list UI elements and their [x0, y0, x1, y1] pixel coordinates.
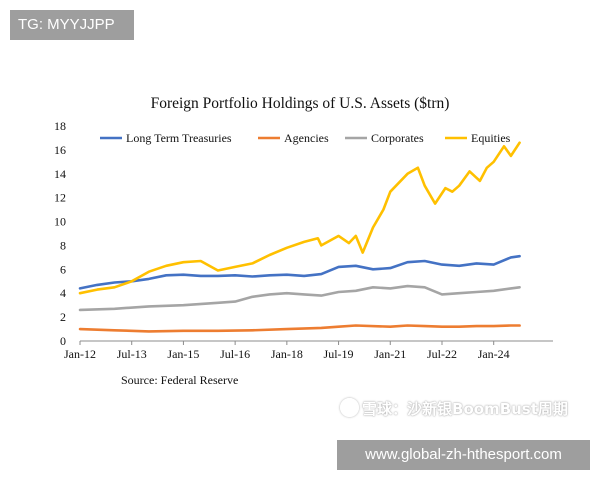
- series-line-long-term-treasuries: [78, 254, 521, 290]
- footer-url: www.global-zh-hthesport.com: [337, 440, 590, 470]
- snowball-logo-icon: [340, 398, 359, 417]
- x-tick-label: Jul-16: [220, 347, 250, 361]
- x-tick-label: Jan-21: [374, 347, 406, 361]
- y-tick-label: 18: [54, 119, 66, 133]
- x-tick-label: Jul-22: [427, 347, 457, 361]
- y-tick-label: 16: [54, 143, 66, 157]
- y-tick-label: 12: [54, 191, 66, 205]
- chart-source: Source: Federal Reserve: [121, 373, 239, 387]
- x-tick-label: Jan-24: [478, 347, 510, 361]
- series-line-equities: [78, 141, 521, 295]
- series-layer: [78, 141, 521, 333]
- legend-label: Corporates: [371, 131, 424, 145]
- legend-layer: Long Term Treasuries Agencies Corporates Eq…: [100, 131, 511, 145]
- axes-layer: 0 2 4 6 8 10 12 14 16 18 Jan-12 Jul-13 Jan-15 Jul-16 J…: [54, 119, 553, 361]
- watermark-prefix: 雪球：: [362, 400, 408, 418]
- y-tick-label: 14: [54, 167, 66, 181]
- x-tick-label: Jan-18: [271, 347, 303, 361]
- x-tick-label: Jul-13: [117, 347, 147, 361]
- x-tick-label: Jul-19: [324, 347, 354, 361]
- y-tick-label: 4: [60, 286, 66, 300]
- x-tick-label: Jan-15: [167, 347, 199, 361]
- y-tick-label: 6: [60, 262, 66, 276]
- legend-label: Equities: [471, 131, 511, 145]
- series-line-corporates: [78, 284, 521, 312]
- y-tick-label: 10: [54, 215, 66, 229]
- header-tag: TG: MYYJJPP: [10, 10, 134, 40]
- x-tick-label: Jan-12: [64, 347, 96, 361]
- watermark: 雪球：沙新银BoomBust周期: [340, 398, 568, 419]
- y-tick-label: 8: [60, 238, 66, 252]
- watermark-name: 沙新银BoomBust周期: [407, 400, 568, 418]
- y-tick-label: 2: [60, 310, 66, 324]
- y-tick-label: 0: [60, 334, 66, 348]
- legend-label: Long Term Treasuries: [126, 131, 232, 145]
- legend-label: Agencies: [284, 131, 329, 145]
- series-line-agencies: [78, 324, 521, 333]
- chart-title: Foreign Portfolio Holdings of U.S. Asset…: [150, 95, 450, 112]
